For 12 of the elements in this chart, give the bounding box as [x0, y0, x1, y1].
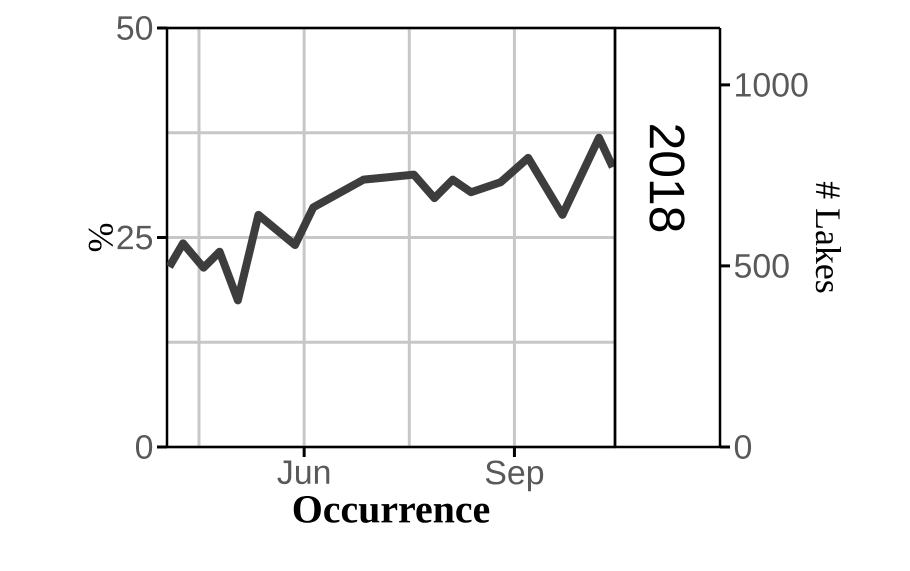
y-tick-label: 25 — [118, 225, 152, 250]
y-tick-label: 50 — [117, 16, 152, 40]
x-tick-label: Sep — [486, 460, 544, 492]
x-tick-label: Jun — [277, 460, 330, 484]
x-axis-title: Occurrence — [294, 496, 490, 523]
text: 2018 — [649, 125, 685, 232]
y2-tick-label: 0 — [734, 434, 752, 459]
y-axis-title: % — [88, 224, 113, 252]
y2-axis-title: # Lakes — [816, 182, 841, 292]
y2-tick-label: 500 — [734, 254, 789, 278]
y-tick-label: 0 — [136, 434, 152, 459]
y2-tick-label: 1000 — [736, 72, 808, 97]
